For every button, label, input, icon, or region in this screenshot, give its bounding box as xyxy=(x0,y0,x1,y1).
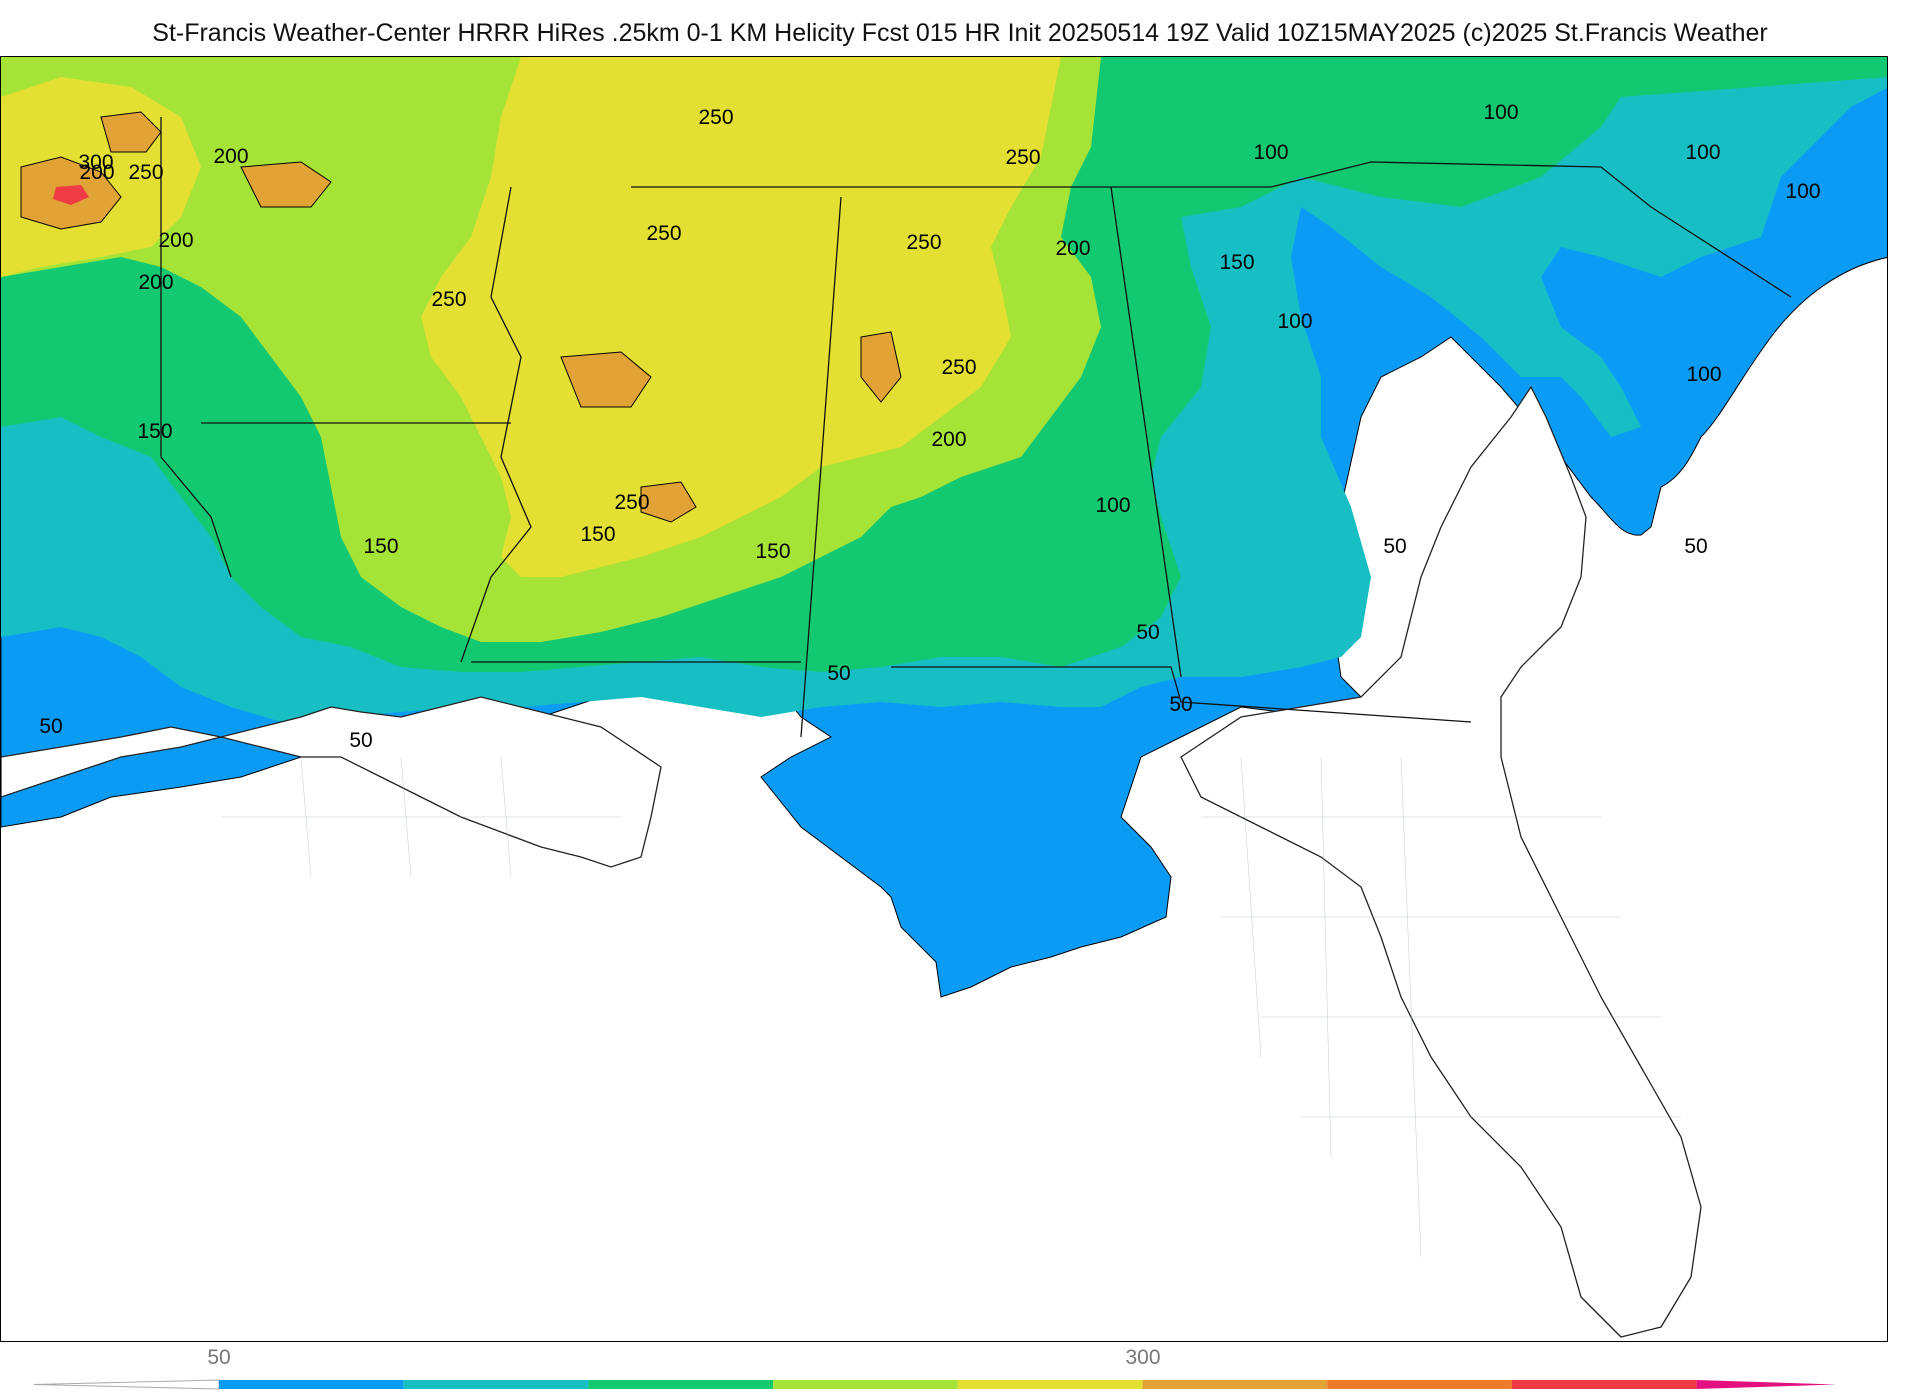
state-line-ms-al xyxy=(800,196,842,738)
contour-label-50: 50 xyxy=(39,715,62,738)
contour-label-200: 200 xyxy=(79,161,114,184)
colorbar-strip xyxy=(33,1379,1837,1390)
colorbar-cell xyxy=(1142,1380,1328,1389)
contour-label-100: 100 xyxy=(1785,180,1820,203)
contour-label-50: 50 xyxy=(1684,535,1707,558)
state-line-al-ga xyxy=(1110,186,1182,678)
colorbar-over-triangle xyxy=(1696,1380,1837,1389)
map-title: St-Francis Weather-Center HRRR HiRes .25… xyxy=(152,19,1768,47)
contour-label-250: 250 xyxy=(614,491,649,514)
gulf-coast-land-west xyxy=(1,696,662,868)
contour-label-100: 100 xyxy=(1277,310,1312,333)
contour-label-250: 250 xyxy=(906,231,941,254)
colorbar-cell xyxy=(957,1380,1143,1389)
state-line-al-fl xyxy=(891,666,1472,723)
county-grid xyxy=(221,756,1681,1258)
contour-label-150: 150 xyxy=(580,523,615,546)
contour-label-200: 200 xyxy=(158,229,193,252)
contour-label-200: 200 xyxy=(931,428,966,451)
contour-label-50: 50 xyxy=(1136,621,1159,644)
florida-peninsula xyxy=(1180,385,1702,1338)
contour-label-50: 50 xyxy=(1383,535,1406,558)
colorbar-tick-300: 300 xyxy=(1125,1346,1161,1369)
contour-label-150: 150 xyxy=(137,420,172,443)
contour-label-50: 50 xyxy=(827,662,850,685)
band-350-red xyxy=(53,185,89,205)
contour-label-250: 250 xyxy=(941,356,976,379)
contour-label-100: 100 xyxy=(1685,141,1720,164)
contour-label-100: 100 xyxy=(1483,101,1518,124)
contour-label-200: 200 xyxy=(213,145,248,168)
colorbar-cell xyxy=(219,1380,404,1389)
state-line-ga-sc xyxy=(1270,161,1792,298)
colorbar-cell xyxy=(403,1380,589,1389)
contour-label-200: 200 xyxy=(138,271,173,294)
contour-label-250: 250 xyxy=(431,288,466,311)
helicity-map: 300 250 200 200 200 250 250 250 250 250 250 250 200 2… xyxy=(0,56,1888,1342)
contour-label-250: 250 xyxy=(1005,146,1040,169)
contour-label-300: 300 xyxy=(78,151,113,174)
colorbar-cell xyxy=(588,1380,774,1389)
colorbar-under-triangle xyxy=(33,1379,220,1390)
state-line-ms-river xyxy=(460,186,532,663)
contour-label-150: 150 xyxy=(755,540,790,563)
colorbar-cell xyxy=(1511,1380,1697,1389)
colorbar-cell xyxy=(773,1380,958,1389)
contour-label-250: 250 xyxy=(646,222,681,245)
band-300-orange-3 xyxy=(240,161,332,208)
colorbar: 50 300 xyxy=(0,1342,1920,1400)
contour-label-150: 150 xyxy=(1219,251,1254,274)
contour-label-50: 50 xyxy=(349,729,372,752)
contour-label-50: 50 xyxy=(1169,693,1192,716)
band-300-orange-6 xyxy=(640,481,697,523)
band-300-orange-4 xyxy=(560,351,652,408)
contour-label-100: 100 xyxy=(1686,363,1721,386)
contour-label-200: 200 xyxy=(1055,237,1090,260)
band-300-orange-5 xyxy=(860,331,902,403)
contour-label-250: 250 xyxy=(698,106,733,129)
colorbar-tick-50: 50 xyxy=(207,1346,231,1369)
colorbar-cell xyxy=(1327,1380,1512,1389)
band-300-orange-2 xyxy=(100,111,162,153)
contour-label-100: 100 xyxy=(1253,141,1288,164)
state-line-tx-la xyxy=(160,117,232,578)
contour-label-100: 100 xyxy=(1095,494,1130,517)
contour-label-150: 150 xyxy=(363,535,398,558)
contour-label-250: 250 xyxy=(128,161,163,184)
